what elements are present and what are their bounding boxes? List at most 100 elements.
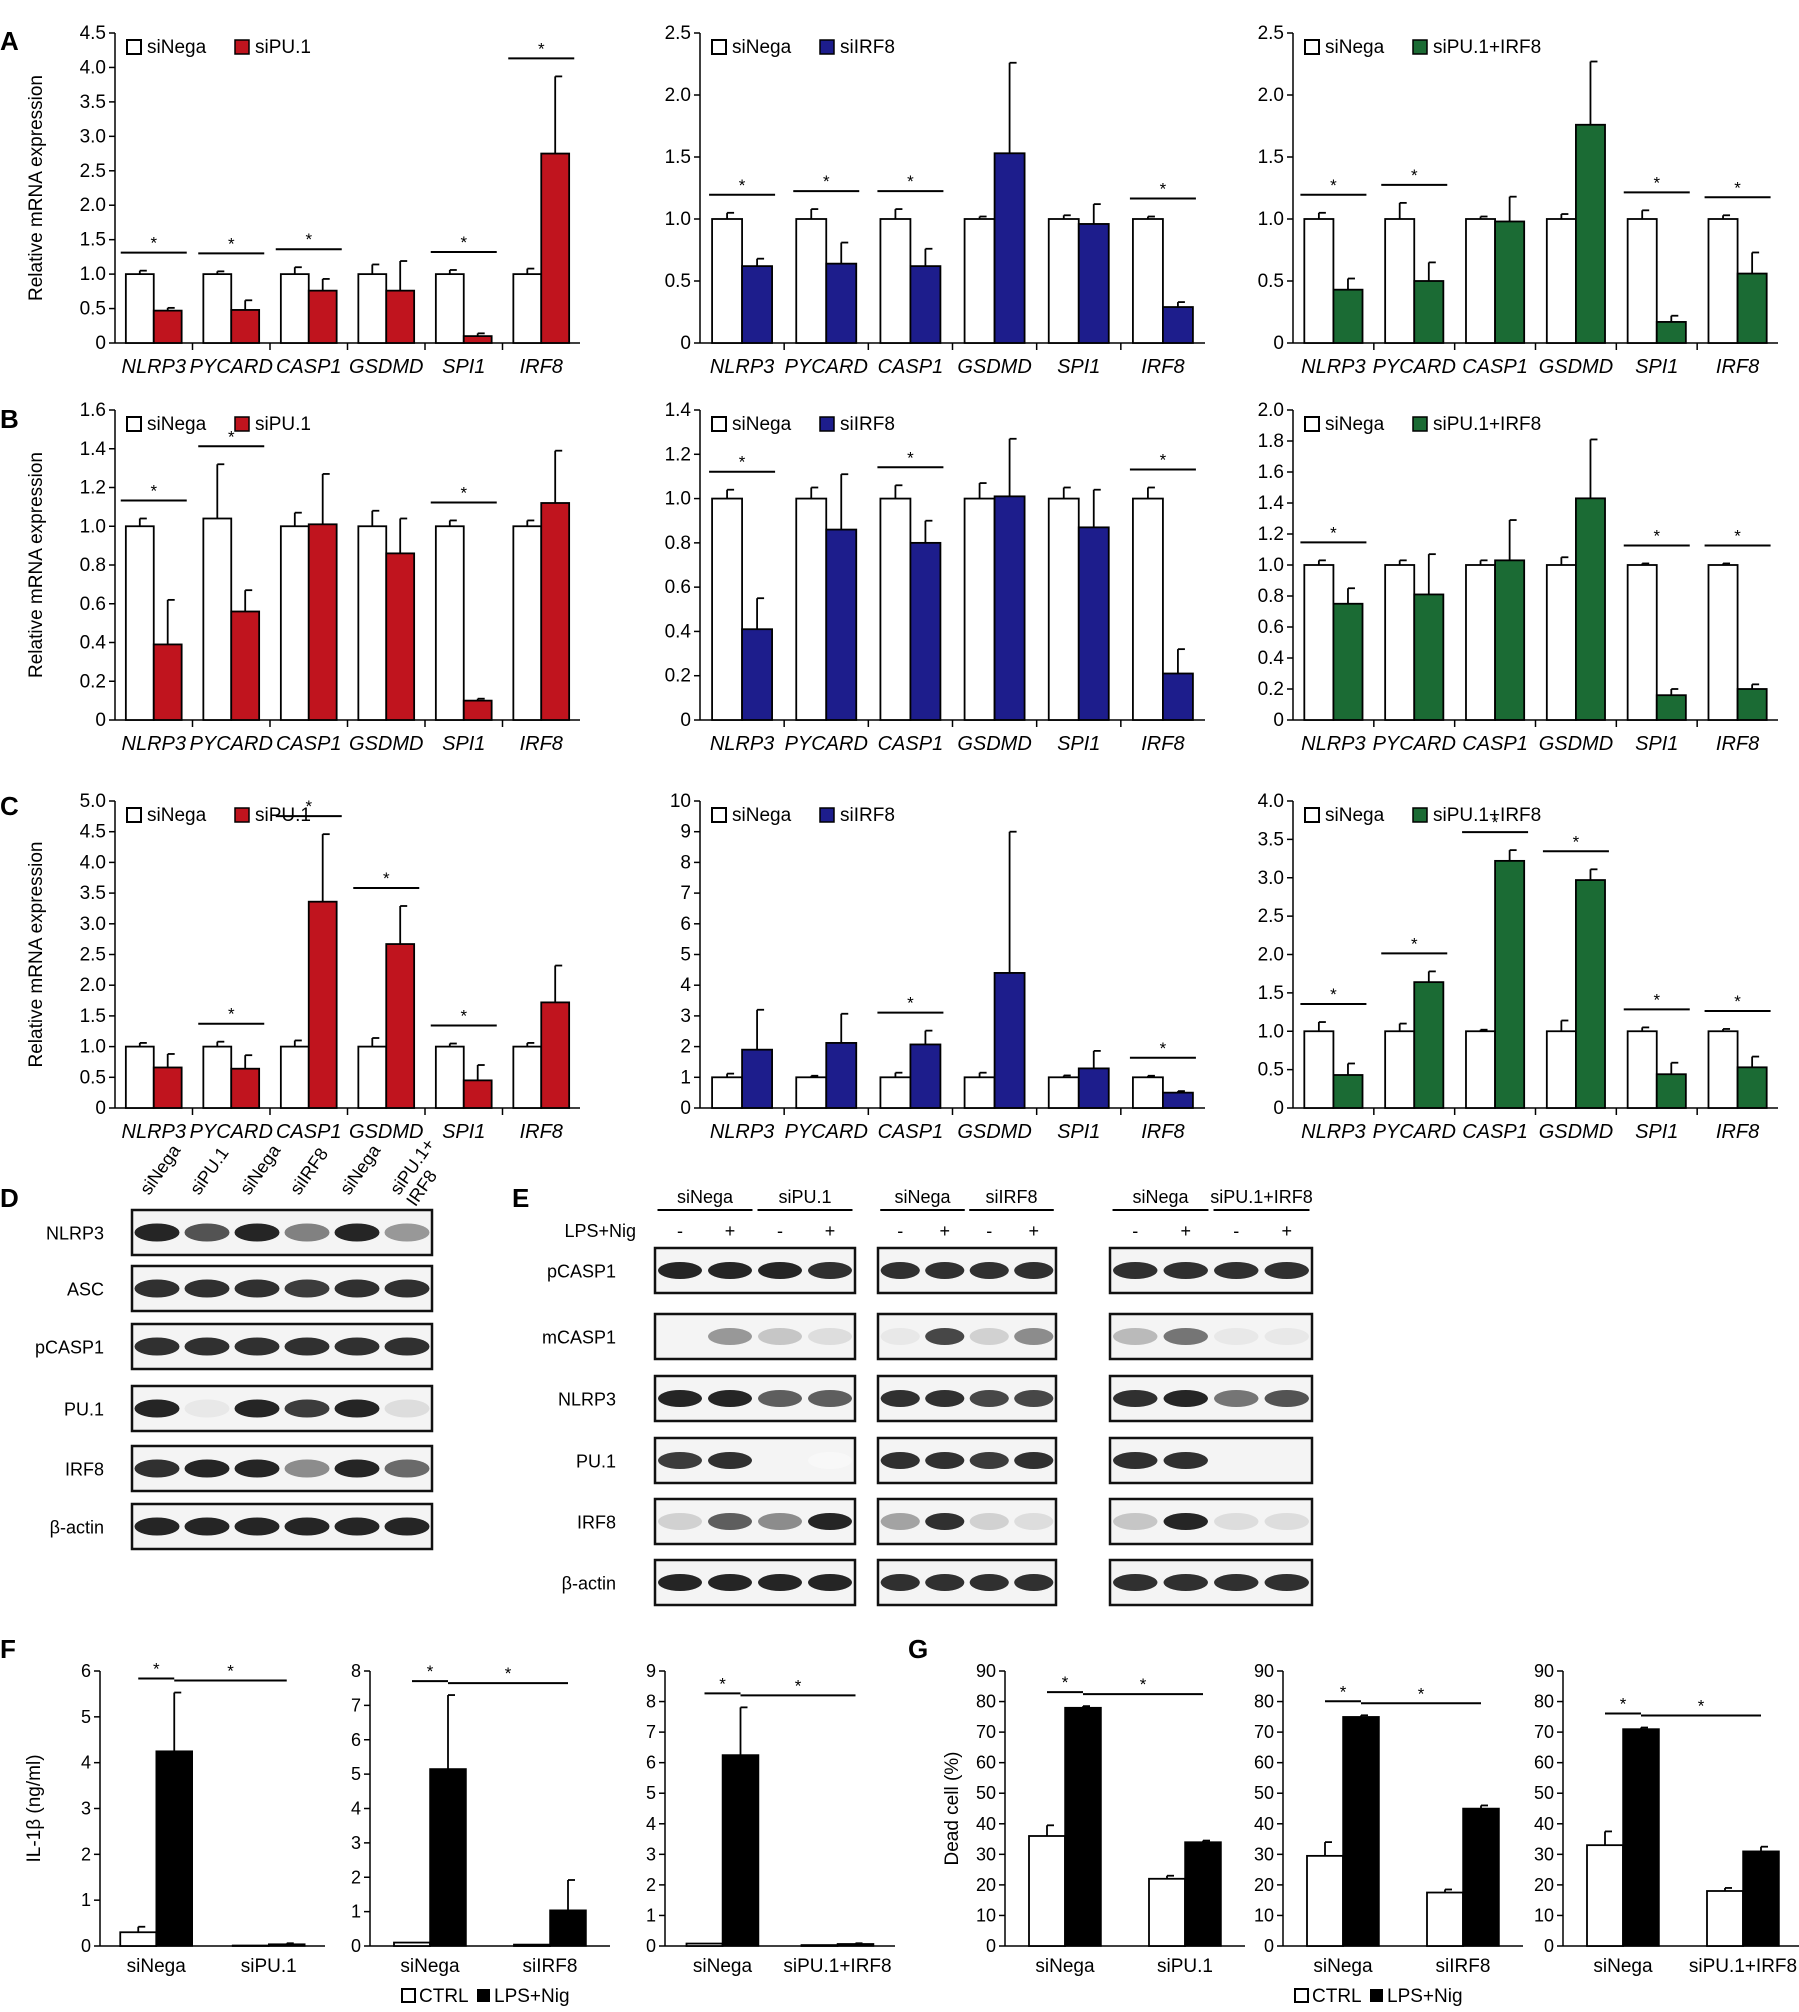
sig-star-g2-outer: *: [1418, 1684, 1425, 1703]
bar-c1-treat-4: [462, 1079, 493, 1109]
sig-star-c3-0: *: [1330, 985, 1337, 1004]
blot-e-band-2-0-1: [708, 1390, 752, 1407]
chart-c2-ytick-label-4: 4: [680, 975, 691, 996]
chart-c3-ytick-label-6: 3.0: [1258, 868, 1284, 889]
chart-b3-ytick-label-6: 1.2: [1258, 524, 1284, 545]
chart-b2-ytick-label-0: 0: [680, 710, 691, 731]
blot-e-sign-2-0: -: [1132, 1221, 1138, 1241]
blot-e-sign-1-2: -: [986, 1221, 992, 1241]
blot-d-strip-0: [130, 1208, 434, 1257]
chart-f2-ytick-label-6: 6: [351, 1730, 361, 1750]
blot-d-column-0-line-0: siNega: [136, 1140, 185, 1198]
legend-swatch-a3-treat: [1412, 39, 1428, 55]
y-axis-title-b1: Relative mRNA expression: [26, 452, 47, 678]
bar-a3-nega-2: [1465, 218, 1496, 344]
blot-e-band-2-1-1: [925, 1390, 965, 1407]
chart-f2-ytick-label-1: 1: [351, 1902, 361, 1922]
xtick-label-b1-4: SPI1: [442, 733, 485, 755]
chart-c1-ytick-label-7: 3.5: [80, 883, 106, 904]
legend-swatch-b1-treat: [234, 416, 250, 432]
blot-e-band-4-1-3: [1014, 1513, 1054, 1530]
blot-d-row-label-0: NLRP3: [46, 1224, 104, 1244]
chart-b3-ytick-label-1: 0.2: [1258, 679, 1284, 700]
bar-a2-treat-0: [741, 265, 773, 344]
sig-star-a2-0: *: [739, 176, 746, 195]
blot-e-band-1-1-0: [880, 1328, 920, 1345]
bar-b1-treat-5: [540, 502, 571, 721]
blot-panel-e: LPS+Nig siNega siPU.1 - + - + siNega siIRF8 - + - + s…: [542, 1187, 1314, 1607]
bar-c1-treat-0: [152, 1066, 183, 1109]
bar-a2-nega-1: [795, 218, 828, 344]
blot-d-band-1-2: [234, 1279, 280, 1298]
bar-b3-nega-5: [1707, 564, 1739, 721]
chart-c1-ytick-label-4: 2.0: [80, 975, 106, 996]
bar-c3-nega-4: [1626, 1030, 1658, 1109]
bar-f1-lps-0: [155, 1750, 193, 1947]
sig-star-a1-0: *: [150, 234, 157, 253]
chart-b1-ytick-label-0: 0: [95, 710, 106, 731]
chart-c3-ytick-label-8: 4.0: [1258, 791, 1284, 812]
chart-g2-ytick-label-1: 10: [1254, 1905, 1274, 1925]
xtick-label-g3-0: siNega: [1593, 1956, 1653, 1977]
blot-d-band-5-1: [184, 1517, 230, 1536]
blot-d-column-1: siPU.1: [186, 1143, 233, 1198]
chart-c3-ytick-label-7: 3.5: [1258, 829, 1284, 850]
bar-c2-nega-0: [711, 1076, 743, 1109]
blot-d-column-4-line-0: siNega: [336, 1140, 385, 1198]
legend-swatch-g-lps: [1370, 1989, 1383, 2002]
chart-b2-ytick-label-7: 1.4: [665, 400, 692, 421]
legend-swatch-c1-nega: [126, 807, 142, 823]
sig-star-a1-4: *: [460, 233, 467, 252]
xtick-label-g2-0: siNega: [1313, 1956, 1373, 1977]
bar-a2-nega-3: [963, 218, 996, 344]
blot-d-band-2-0: [134, 1337, 180, 1356]
blot-e-sign-2-2: -: [1233, 1221, 1239, 1241]
blot-e-sign-0-0: -: [677, 1221, 683, 1241]
blot-e-band-0-0-3: [808, 1262, 852, 1279]
bar-a2-nega-5: [1132, 218, 1164, 344]
chart-b3-ytick-label-0: 0: [1273, 710, 1284, 731]
bar-c2-treat-2: [909, 1043, 942, 1109]
legend-label-c1-nega: siNega: [147, 805, 207, 826]
chart-c3-ytick-label-1: 0.5: [1258, 1060, 1284, 1081]
legend-label-b1-nega: siNega: [147, 414, 207, 435]
xtick-label-c2-2: CASP1: [878, 1121, 944, 1143]
blot-e-band-0-2-0: [1113, 1262, 1158, 1279]
chart-f2-ytick-label-0: 0: [351, 1936, 361, 1956]
chart-b1-ytick-label-3: 0.6: [80, 594, 106, 615]
bar-a3-nega-4: [1626, 218, 1658, 344]
xtick-label-b3-4: SPI1: [1635, 733, 1678, 755]
chart-b3-ytick-label-9: 1.8: [1258, 431, 1284, 452]
bar-f2-lps-1: [549, 1909, 587, 1947]
chart-a3: 0 0.5 1.0 1.5 2.0 2.5 NLRP3 * PYCARD * CASP1 GSDMD S…: [1258, 23, 1778, 378]
bar-a2-nega-4: [1047, 218, 1080, 344]
chart-g1-ytick-label-5: 50: [976, 1783, 996, 1803]
chart-f2-ytick-label-7: 7: [351, 1695, 361, 1715]
y-axis-title-f1: IL-1β (ng/ml): [24, 1754, 45, 1862]
chart-f3-ytick-label-2: 2: [646, 1875, 656, 1895]
chart-a2-ytick-label-5: 2.5: [665, 23, 691, 44]
chart-g1: 0 10 20 30 40 50 60 70 80 90 siNega siPU.1 * * Dead ce…: [942, 1661, 1245, 1977]
chart-g3: 0 10 20 30 40 50 60 70 80 90 siNega siPU.1+IRF8 * *: [1534, 1661, 1799, 1977]
blot-d-column-3: siIRF8: [286, 1144, 332, 1198]
chart-b3-ytick-label-10: 2.0: [1258, 400, 1284, 421]
xtick-label-f2-0: siNega: [400, 1956, 460, 1977]
xtick-label-b1-0: NLRP3: [122, 733, 186, 755]
bar-b3-treat-5: [1736, 688, 1768, 721]
sig-star-c1-3: *: [383, 869, 390, 888]
blot-e-sign-1-1: +: [939, 1221, 950, 1241]
bar-f3-ctrl-0: [685, 1942, 724, 1947]
bar-a3-nega-1: [1384, 218, 1416, 344]
blot-e-band-4-2-0: [1113, 1513, 1158, 1530]
chart-g3-ytick-label-9: 90: [1534, 1661, 1554, 1681]
chart-b1-ytick-label-8: 1.6: [80, 400, 106, 421]
sig-star-a3-4: *: [1653, 173, 1660, 192]
blot-e-treatment-label: LPS+Nig: [564, 1221, 636, 1241]
chart-g1-ytick-label-1: 10: [976, 1905, 996, 1925]
chart-g2-ytick-label-6: 60: [1254, 1753, 1274, 1773]
bar-f1-lps-1: [268, 1943, 306, 1947]
bar-c1-nega-3: [357, 1045, 388, 1109]
panel-letter-g: G: [908, 1634, 928, 1664]
bar-b2-nega-3: [963, 497, 996, 721]
sig-star-c2-2: *: [907, 994, 914, 1013]
